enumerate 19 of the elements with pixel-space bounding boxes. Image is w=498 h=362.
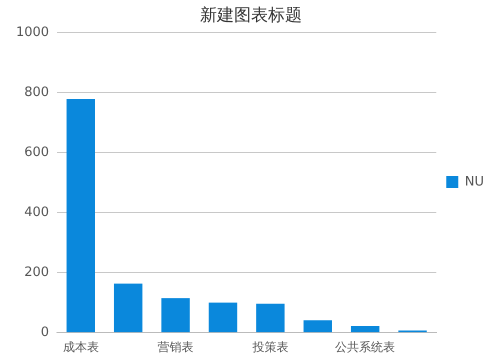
x-tick-label: 营销表 [158,340,194,354]
bar [114,284,142,332]
chart-title: 新建图表标题 [200,6,302,26]
legend-label: NU [464,174,484,190]
bar [350,326,380,332]
x-tick-label: 公共系统表 [335,340,396,354]
bar [208,302,238,332]
y-tick-label: 0 [40,324,50,340]
x-tick-label: 成本表 [62,340,99,354]
x-tick-label: 投策表 [251,340,288,354]
bar [256,304,285,332]
y-tick-label: 200 [24,264,50,280]
y-tick-label: 600 [24,144,50,160]
y-tick-label: 800 [24,84,50,100]
bar [161,298,190,332]
bar [304,320,332,332]
bar [66,99,95,332]
y-tick-label: 1000 [16,24,50,40]
y-tick-label: 400 [24,204,50,220]
